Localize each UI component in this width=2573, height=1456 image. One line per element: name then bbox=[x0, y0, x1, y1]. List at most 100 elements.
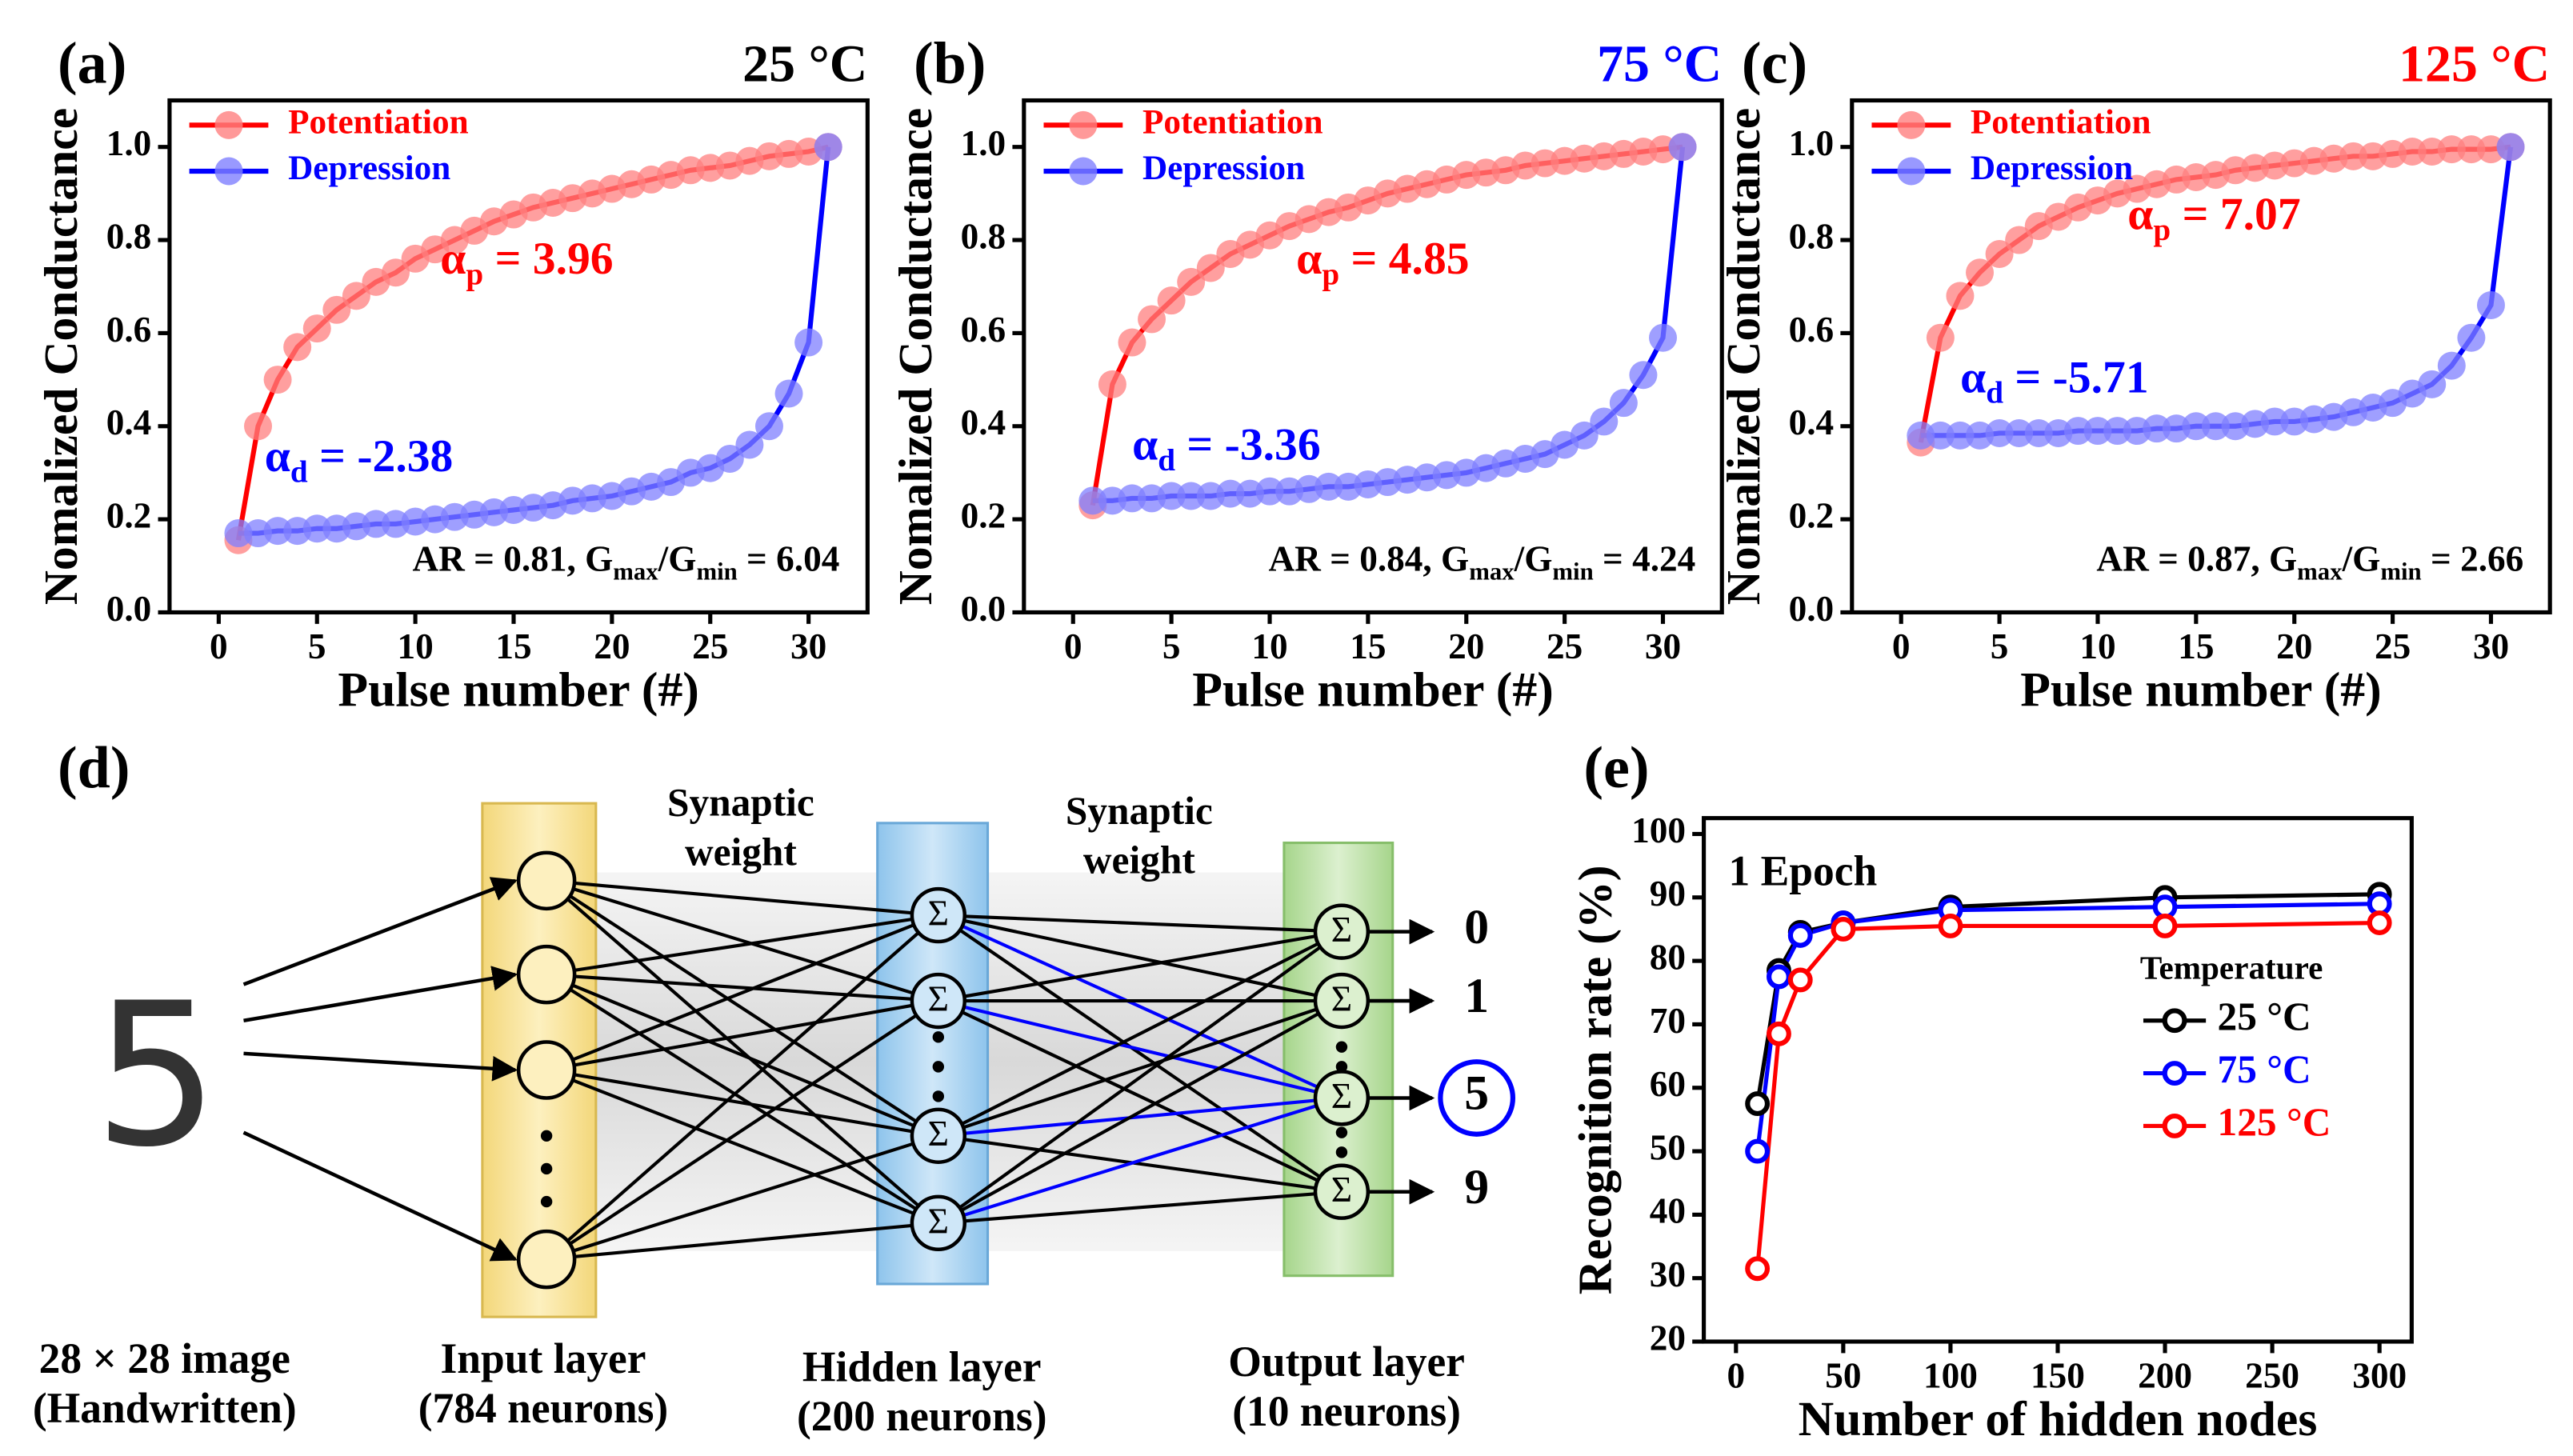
annotation: αp = 7.07 bbox=[2127, 190, 2300, 247]
connection bbox=[546, 1068, 939, 1138]
connection bbox=[546, 999, 939, 1072]
connection bbox=[938, 1134, 1343, 1194]
panel-label: (d) bbox=[58, 735, 130, 801]
marker bbox=[1938, 914, 1963, 938]
x-tick-label: 200 bbox=[2138, 1356, 2192, 1396]
layer-caption: Output layer bbox=[1228, 1338, 1465, 1386]
marker bbox=[244, 412, 273, 441]
layer-caption: Input layer bbox=[440, 1334, 646, 1382]
marker bbox=[2182, 412, 2211, 441]
marker bbox=[1767, 1021, 1791, 1046]
marker bbox=[302, 314, 331, 343]
marker bbox=[1570, 421, 1599, 450]
annotation-subscript: d bbox=[1986, 376, 2003, 410]
marker bbox=[814, 133, 842, 162]
legend-marker bbox=[1897, 157, 1926, 186]
input-node bbox=[516, 850, 577, 911]
connection bbox=[938, 930, 1343, 1003]
annotation-text: α bbox=[1132, 420, 1158, 470]
y-tick-label: 0.4 bbox=[1789, 402, 1835, 442]
node-symbol: Σ bbox=[928, 894, 949, 934]
marker bbox=[1590, 407, 1619, 436]
marker bbox=[342, 282, 370, 310]
x-axis-label: Pulse number (#) bbox=[2020, 663, 2381, 718]
annotation-text: = 6.04 bbox=[738, 539, 840, 579]
marker bbox=[2476, 291, 2505, 319]
y-axis-label: Nomalized Conductance bbox=[889, 108, 942, 605]
marker bbox=[1745, 1256, 1771, 1282]
marker bbox=[283, 333, 312, 362]
y-tick-label: 80 bbox=[1650, 938, 1686, 978]
annotation-subscript: min bbox=[1552, 558, 1593, 585]
input-arrow bbox=[243, 966, 518, 1022]
x-tick-label: 20 bbox=[2276, 626, 2312, 666]
plot-frame bbox=[1850, 98, 2552, 615]
x-tick-label: 150 bbox=[2031, 1356, 2085, 1396]
connection bbox=[546, 914, 939, 1072]
marker bbox=[1629, 361, 1658, 390]
marker bbox=[1767, 964, 1791, 990]
x-tick-label: 25 bbox=[2375, 626, 2411, 666]
y-axis-label: Nomalized Conductance bbox=[34, 108, 87, 605]
node-symbol: Σ bbox=[928, 1114, 949, 1154]
y-tick-label: 70 bbox=[1650, 1001, 1686, 1041]
marker bbox=[2496, 133, 2525, 162]
output-node bbox=[1313, 972, 1371, 1030]
input-node bbox=[516, 944, 577, 1005]
legend-marker bbox=[1897, 110, 1926, 139]
annotation: AR = 0.84, Gmax/Gmin = 4.24 bbox=[1268, 539, 1695, 585]
x-tick-label: 250 bbox=[2245, 1356, 2299, 1396]
marker bbox=[1787, 922, 1813, 948]
layer-caption: 28 × 28 image bbox=[39, 1334, 290, 1382]
legend-label: Depression bbox=[1142, 149, 1305, 187]
x-tick-label: 10 bbox=[1251, 626, 1287, 666]
x-axis-label: Pulse number (#) bbox=[338, 663, 698, 718]
connection bbox=[938, 999, 1343, 1138]
marker bbox=[1157, 286, 1186, 315]
marker bbox=[1078, 486, 1107, 515]
x-tick-label: 0 bbox=[210, 626, 228, 666]
connection bbox=[937, 930, 1343, 1138]
legend-marker bbox=[1069, 157, 1098, 186]
annotation-text: /G bbox=[658, 539, 697, 579]
y-tick-label: 40 bbox=[1650, 1191, 1686, 1231]
x-tick-label: 5 bbox=[308, 626, 326, 666]
marker bbox=[2339, 142, 2367, 170]
x-tick-label: 50 bbox=[1825, 1356, 1861, 1396]
annotation: αd = -5.71 bbox=[1960, 353, 2149, 410]
panel-label: (c) bbox=[1742, 30, 1807, 96]
weight-label: Synaptic bbox=[1066, 789, 1213, 833]
y-tick-label: 100 bbox=[1631, 810, 1686, 850]
ellipsis-dot bbox=[932, 1031, 945, 1043]
input-node bbox=[516, 1040, 577, 1100]
output-label: 0 bbox=[1464, 900, 1489, 954]
legend-label: Potentiation bbox=[288, 102, 469, 141]
marker bbox=[1177, 267, 1206, 296]
marker bbox=[1946, 282, 1975, 310]
x-tick-label: 10 bbox=[397, 626, 433, 666]
marker bbox=[2437, 135, 2466, 164]
ellipsis-dot bbox=[1335, 1041, 1348, 1053]
annotation-subscript: max bbox=[613, 558, 658, 585]
connection bbox=[546, 1221, 939, 1262]
y-tick-label: 0.0 bbox=[961, 589, 1006, 629]
input-arrow bbox=[242, 877, 518, 986]
x-axis-label: Pulse number (#) bbox=[1192, 663, 1553, 718]
annotation-text: = 3.96 bbox=[483, 234, 613, 284]
ellipsis-dot bbox=[932, 1090, 945, 1102]
marker bbox=[2457, 323, 2486, 352]
marker bbox=[1098, 370, 1126, 398]
marker bbox=[754, 412, 783, 441]
y-tick-label: 0.2 bbox=[1789, 495, 1835, 535]
node-symbol: Σ bbox=[1331, 1170, 1352, 1210]
y-tick-label: 0.8 bbox=[106, 216, 152, 256]
ellipsis-dot bbox=[1335, 1126, 1348, 1138]
panel-title: 25 °C bbox=[742, 35, 867, 94]
legend-marker bbox=[2162, 1008, 2187, 1034]
legend-marker bbox=[1069, 110, 1098, 139]
predicted-output-ring bbox=[1438, 1059, 1516, 1137]
x-axis-label: Number of hidden nodes bbox=[1799, 1392, 2318, 1446]
y-tick-label: 0.0 bbox=[106, 589, 152, 629]
annotation-text: α bbox=[1296, 234, 1322, 284]
annotation-text: AR = 0.81, G bbox=[413, 539, 614, 579]
